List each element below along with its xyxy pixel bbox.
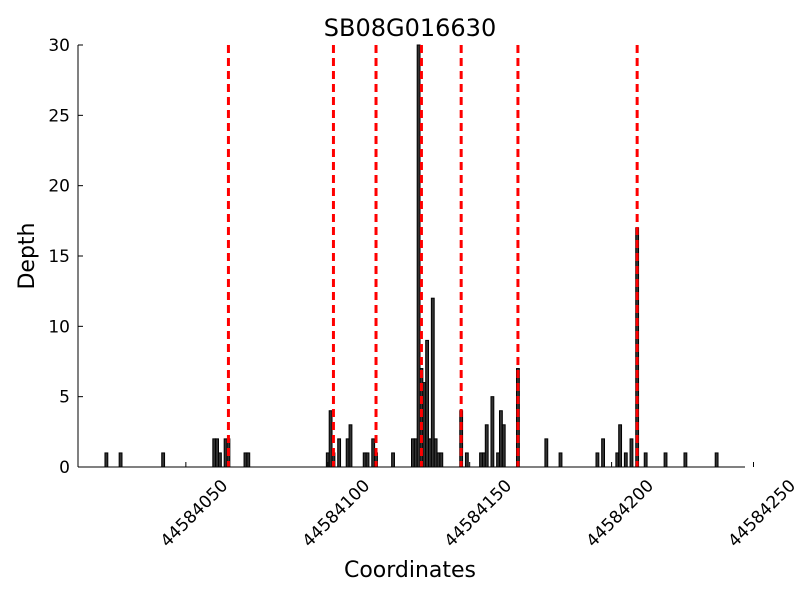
bar (104, 452, 109, 468)
bar (337, 438, 342, 468)
y-tick-label: 10 (48, 317, 70, 337)
bar (544, 438, 549, 468)
bar (246, 452, 251, 468)
bar (623, 452, 628, 468)
bar (161, 452, 166, 468)
bar (118, 452, 123, 468)
bar (558, 452, 563, 468)
x-tick-label: 44584200 (583, 476, 658, 551)
bar (490, 396, 495, 468)
bar (629, 438, 634, 468)
chart-title: SB08G016630 (324, 14, 496, 42)
bar (683, 452, 688, 468)
bar (714, 452, 719, 468)
bar (484, 424, 489, 468)
x-tick-label: 44584250 (725, 476, 800, 551)
y-tick-label: 20 (48, 177, 70, 197)
x-axis-label: Coordinates (344, 558, 476, 583)
bar (618, 424, 623, 468)
y-tick-label: 0 (59, 458, 70, 478)
y-tick-label: 15 (48, 247, 70, 267)
bar (501, 424, 506, 468)
bar (348, 424, 353, 468)
bar (663, 452, 668, 468)
x-tick-label: 44584050 (157, 476, 232, 551)
y-tick-label: 30 (48, 36, 70, 56)
bar (643, 452, 648, 468)
bar (595, 452, 600, 468)
y-tick-label: 5 (59, 388, 70, 408)
bar (601, 438, 606, 468)
x-tick-label: 44584100 (299, 476, 374, 551)
y-tick-label: 25 (48, 106, 70, 126)
y-axis-label: Depth (15, 222, 40, 289)
bar (365, 452, 370, 468)
bar (217, 452, 222, 468)
bar (464, 452, 469, 468)
bar (439, 452, 444, 468)
bar (391, 452, 395, 468)
x-tick-label: 44584150 (441, 476, 516, 551)
